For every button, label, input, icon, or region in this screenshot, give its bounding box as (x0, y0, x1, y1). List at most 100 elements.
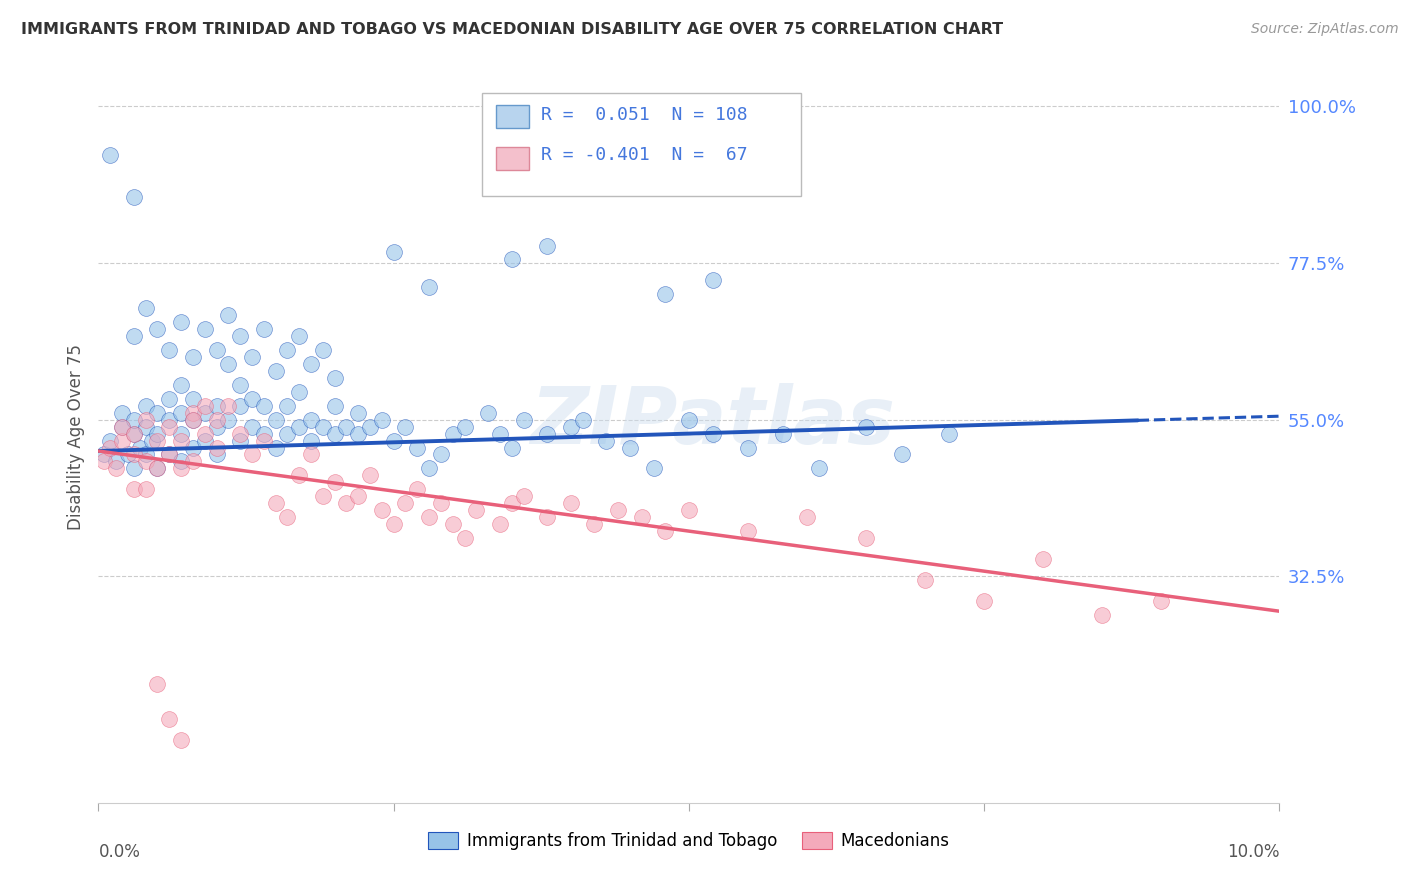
Point (217, 357, 239, 371)
Point (253, 399, 276, 413)
Point (253, 434, 276, 448)
Point (122, 483, 145, 497)
Point (170, 426, 193, 441)
FancyBboxPatch shape (482, 94, 801, 195)
Point (135, 483, 157, 497)
Point (170, 315, 193, 329)
Point (135, 419, 157, 434)
Point (229, 329, 252, 343)
Point (194, 406, 217, 420)
Text: 10.0%: 10.0% (1227, 843, 1279, 861)
Point (146, 426, 169, 441)
Point (141, 434, 163, 448)
Point (135, 412, 157, 426)
Point (441, 426, 464, 441)
Point (678, 503, 700, 517)
Point (359, 419, 381, 434)
Point (299, 412, 322, 426)
FancyBboxPatch shape (496, 146, 530, 170)
Point (453, 531, 475, 545)
Point (229, 399, 252, 413)
Point (890, 448, 912, 462)
Point (347, 426, 370, 441)
Point (938, 426, 960, 441)
Point (111, 434, 134, 448)
Point (93, 454, 115, 468)
Point (276, 510, 298, 524)
Point (571, 412, 593, 426)
Point (430, 448, 453, 462)
Point (1032, 552, 1054, 566)
Text: R = -0.401  N =  67: R = -0.401 N = 67 (541, 146, 748, 164)
Point (135, 301, 157, 316)
Point (170, 406, 193, 420)
Point (276, 343, 298, 357)
Point (737, 524, 759, 538)
Text: 0.0%: 0.0% (98, 843, 141, 861)
Point (347, 406, 370, 420)
Y-axis label: Disability Age Over 75: Disability Age Over 75 (66, 344, 84, 530)
Point (347, 489, 370, 503)
Point (371, 412, 394, 426)
Point (643, 461, 665, 475)
Point (157, 712, 180, 726)
Point (105, 454, 128, 468)
Point (335, 496, 357, 510)
Point (583, 517, 606, 532)
Point (453, 419, 475, 434)
Point (973, 594, 995, 608)
Point (678, 412, 700, 426)
Point (146, 461, 169, 475)
Point (122, 190, 145, 204)
Point (312, 419, 335, 434)
Point (359, 468, 381, 483)
Point (229, 434, 252, 448)
Point (98, 441, 121, 455)
Point (135, 399, 157, 413)
Point (796, 510, 818, 524)
Point (170, 434, 193, 448)
Point (418, 461, 440, 475)
Point (430, 496, 453, 510)
Point (1150, 594, 1173, 608)
Point (595, 434, 617, 448)
Point (105, 461, 128, 475)
Point (146, 322, 169, 336)
Point (111, 419, 134, 434)
Point (855, 531, 877, 545)
Point (157, 412, 180, 426)
Point (146, 434, 169, 448)
Point (619, 441, 641, 455)
Point (170, 461, 193, 475)
Point (560, 496, 582, 510)
Point (406, 441, 429, 455)
Point (772, 426, 794, 441)
Point (122, 329, 145, 343)
Point (323, 371, 346, 385)
Point (288, 419, 311, 434)
Point (98, 434, 121, 448)
Point (536, 426, 558, 441)
Point (489, 517, 512, 532)
Point (465, 503, 488, 517)
Point (146, 406, 169, 420)
Point (702, 273, 724, 287)
Point (312, 343, 335, 357)
Text: R =  0.051  N = 108: R = 0.051 N = 108 (541, 106, 748, 124)
Point (93, 448, 115, 462)
Point (217, 308, 239, 322)
Point (217, 412, 239, 426)
Point (122, 448, 145, 462)
Point (157, 448, 180, 462)
Point (128, 441, 150, 455)
Point (323, 426, 346, 441)
Point (512, 489, 534, 503)
Point (441, 517, 464, 532)
Point (181, 350, 204, 364)
Point (194, 426, 217, 441)
Point (181, 406, 204, 420)
Point (323, 399, 346, 413)
Point (205, 441, 228, 455)
Point (157, 419, 180, 434)
Point (560, 419, 582, 434)
